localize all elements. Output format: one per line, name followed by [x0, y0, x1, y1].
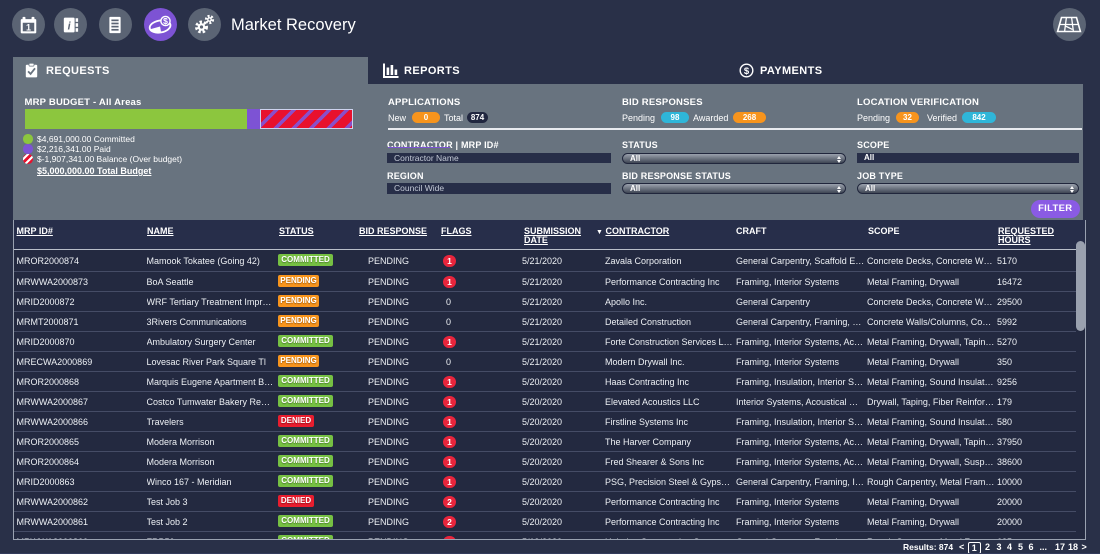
svg-text:1: 1: [25, 22, 30, 32]
svg-text:$: $: [163, 16, 168, 26]
svg-text:i: i: [68, 20, 72, 32]
svg-text:$: $: [744, 66, 750, 77]
